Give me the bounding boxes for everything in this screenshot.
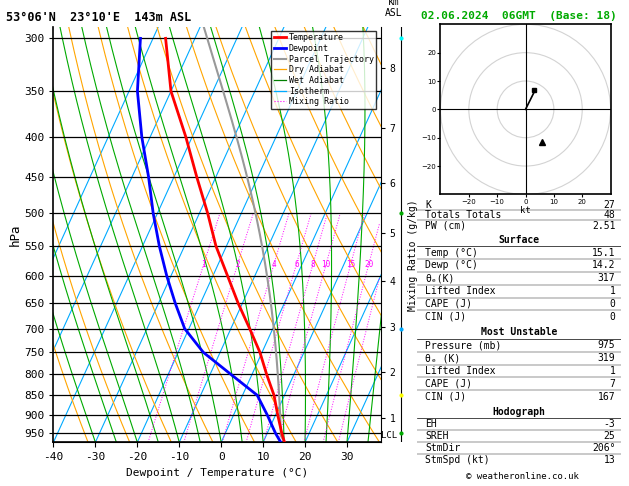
Text: CAPE (J): CAPE (J) (425, 379, 472, 389)
Text: Most Unstable: Most Unstable (481, 327, 557, 337)
Text: 02.06.2024  06GMT  (Base: 18): 02.06.2024 06GMT (Base: 18) (421, 11, 617, 21)
Text: 0: 0 (610, 312, 615, 322)
Text: 1: 1 (610, 366, 615, 376)
Text: Hodograph: Hodograph (493, 407, 546, 417)
Text: 48: 48 (604, 210, 615, 220)
Text: 53°06'N  23°10'E  143m ASL: 53°06'N 23°10'E 143m ASL (6, 11, 192, 24)
Text: 20: 20 (364, 260, 374, 269)
Text: 2.51: 2.51 (592, 221, 615, 230)
Text: 6: 6 (294, 260, 299, 269)
Text: Pressure (mb): Pressure (mb) (425, 340, 501, 350)
Text: Mixing Ratio (g/kg): Mixing Ratio (g/kg) (408, 199, 418, 311)
Text: Temp (°C): Temp (°C) (425, 247, 478, 258)
Text: 27: 27 (604, 200, 615, 209)
Text: © weatheronline.co.uk: © weatheronline.co.uk (465, 472, 579, 481)
Text: -3: -3 (604, 419, 615, 429)
Text: 25: 25 (604, 431, 615, 441)
X-axis label: kt: kt (520, 206, 531, 215)
Text: Lifted Index: Lifted Index (425, 286, 496, 296)
Text: K: K (425, 200, 431, 209)
Text: SREH: SREH (425, 431, 448, 441)
Text: Dewp (°C): Dewp (°C) (425, 260, 478, 270)
Text: km
ASL: km ASL (385, 0, 403, 18)
Text: 15: 15 (346, 260, 355, 269)
Text: Totals Totals: Totals Totals (425, 210, 501, 220)
Legend: Temperature, Dewpoint, Parcel Trajectory, Dry Adiabat, Wet Adiabat, Isotherm, Mi: Temperature, Dewpoint, Parcel Trajectory… (271, 31, 376, 109)
Text: 7: 7 (610, 379, 615, 389)
Text: 2: 2 (235, 260, 240, 269)
Text: 14.2: 14.2 (592, 260, 615, 270)
Text: 13: 13 (604, 455, 615, 466)
Text: StmSpd (kt): StmSpd (kt) (425, 455, 490, 466)
Text: 10: 10 (321, 260, 331, 269)
Text: 15.1: 15.1 (592, 247, 615, 258)
Text: 317: 317 (598, 273, 615, 283)
Text: 0: 0 (610, 299, 615, 309)
Text: EH: EH (425, 419, 437, 429)
Text: 8: 8 (311, 260, 315, 269)
Text: 167: 167 (598, 392, 615, 402)
Y-axis label: hPa: hPa (8, 223, 21, 246)
Text: CAPE (J): CAPE (J) (425, 299, 472, 309)
Text: CIN (J): CIN (J) (425, 392, 466, 402)
Text: 319: 319 (598, 353, 615, 363)
Text: CIN (J): CIN (J) (425, 312, 466, 322)
Text: 4: 4 (272, 260, 276, 269)
Text: Surface: Surface (499, 235, 540, 245)
X-axis label: Dewpoint / Temperature (°C): Dewpoint / Temperature (°C) (126, 468, 308, 478)
Text: 1: 1 (201, 260, 206, 269)
Text: LCL: LCL (381, 432, 397, 440)
Text: PW (cm): PW (cm) (425, 221, 466, 230)
Text: StmDir: StmDir (425, 443, 460, 453)
Text: 206°: 206° (592, 443, 615, 453)
Text: 1: 1 (610, 286, 615, 296)
Text: Lifted Index: Lifted Index (425, 366, 496, 376)
Text: θₑ(K): θₑ(K) (425, 273, 455, 283)
Text: θₑ (K): θₑ (K) (425, 353, 460, 363)
Text: 975: 975 (598, 340, 615, 350)
